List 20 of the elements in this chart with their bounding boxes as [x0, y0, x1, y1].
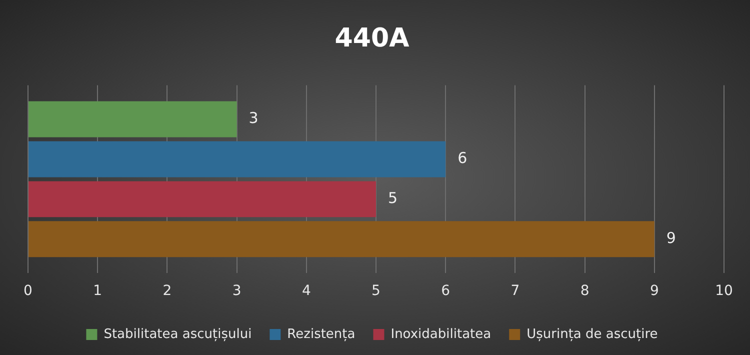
- legend-label: Stabilitatea ascuțișului: [104, 326, 252, 342]
- x-tick-label: 8: [580, 283, 590, 300]
- x-tick-label: 3: [232, 283, 242, 300]
- x-tick-label: 4: [302, 283, 311, 300]
- chart-title: 440A: [334, 23, 410, 54]
- data-label: 6: [458, 149, 468, 168]
- x-tick-label: 7: [510, 283, 520, 300]
- x-tick-label: 10: [715, 283, 733, 300]
- legend-label: Ușurința de ascuțire: [526, 326, 658, 342]
- data-label: 9: [666, 229, 676, 248]
- x-tick-label: 2: [162, 283, 172, 300]
- x-tick-label: 5: [372, 283, 380, 300]
- x-tick-label: 1: [93, 283, 102, 300]
- legend-label: Rezistența: [287, 326, 356, 342]
- legend-label: Inoxidabilitatea: [390, 326, 492, 342]
- data-label: 5: [388, 189, 398, 208]
- x-tick-label: 0: [24, 283, 32, 300]
- x-tick-label: 6: [441, 283, 450, 300]
- data-label: 3: [248, 109, 258, 128]
- x-tick-label: 9: [650, 283, 659, 300]
